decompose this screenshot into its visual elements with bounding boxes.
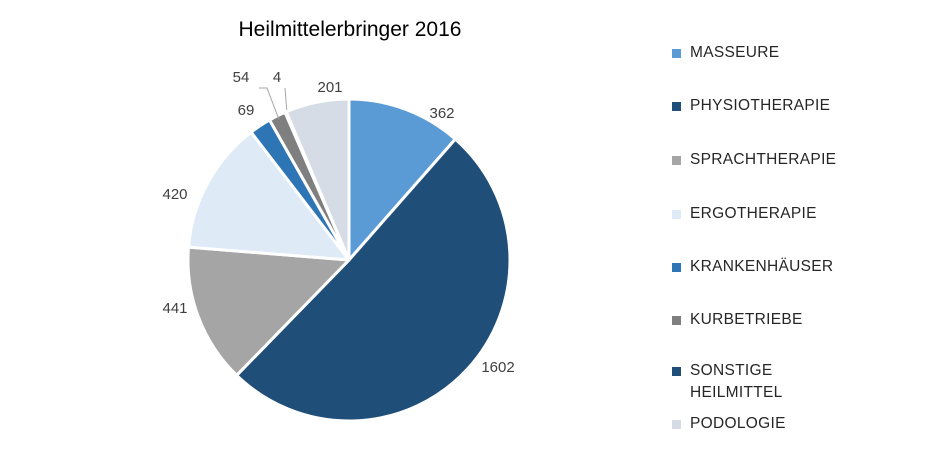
chart-title: Heilmittelerbringer 2016 <box>238 18 462 41</box>
legend-item: SONSTIGE HEILMITTEL <box>672 362 783 404</box>
legend-label: PHYSIOTHERAPIE <box>690 97 831 114</box>
legend-item: PHYSIOTHERAPIE <box>672 97 830 117</box>
legend-label: KURBETRIEBE <box>690 311 803 328</box>
pie-slice-sprachtherapie <box>186 245 351 377</box>
legend-item: KURBETRIEBE <box>672 311 803 331</box>
data-label: 1602 <box>481 359 514 376</box>
pie-slice-ergotherapie <box>187 130 351 262</box>
legend-swatch <box>672 367 681 376</box>
data-label: 69 <box>238 102 255 119</box>
legend-swatch <box>672 210 681 219</box>
data-label: 441 <box>162 300 187 317</box>
legend-swatch <box>672 316 681 325</box>
legend-swatch <box>672 102 681 111</box>
legend-label: KRANKENHÄUSER <box>690 258 834 275</box>
legend-swatch <box>672 420 681 429</box>
data-label: 362 <box>429 105 454 122</box>
legend-label: SPRACHTHERAPIE <box>690 151 837 168</box>
pie-slice-podologie <box>284 97 351 262</box>
data-label: 201 <box>317 79 342 96</box>
legend-label: SONSTIGE HEILMITTEL <box>690 362 783 401</box>
legend-item: KRANKENHÄUSER <box>672 258 833 278</box>
pie-slice-masseure <box>347 97 457 262</box>
legend-item: ERGOTHERAPIE <box>672 205 817 225</box>
leader-line <box>259 87 280 120</box>
legend-label: ERGOTHERAPIE <box>690 205 817 222</box>
pie-chart: 362 1602 441 420 69 54 4 201 <box>162 69 515 423</box>
legend-item: PODOLOGIE <box>672 415 786 435</box>
legend-swatch <box>672 49 681 58</box>
legend-label: PODOLOGIE <box>690 415 786 432</box>
legend-item: MASSEURE <box>672 44 779 64</box>
legend-label: MASSEURE <box>690 44 780 61</box>
chart-legend: MASSEURE PHYSIOTHERAPIE SPRACHTHERAPIE ERGO… <box>672 0 932 472</box>
legend-item: SPRACHTHERAPIE <box>672 151 836 171</box>
data-label: 54 <box>233 69 250 86</box>
legend-swatch <box>672 263 681 272</box>
pie-slice-physiotherapie <box>235 137 512 423</box>
legend-swatch <box>672 156 681 165</box>
data-label: 4 <box>273 69 281 86</box>
data-label: 420 <box>162 186 187 203</box>
